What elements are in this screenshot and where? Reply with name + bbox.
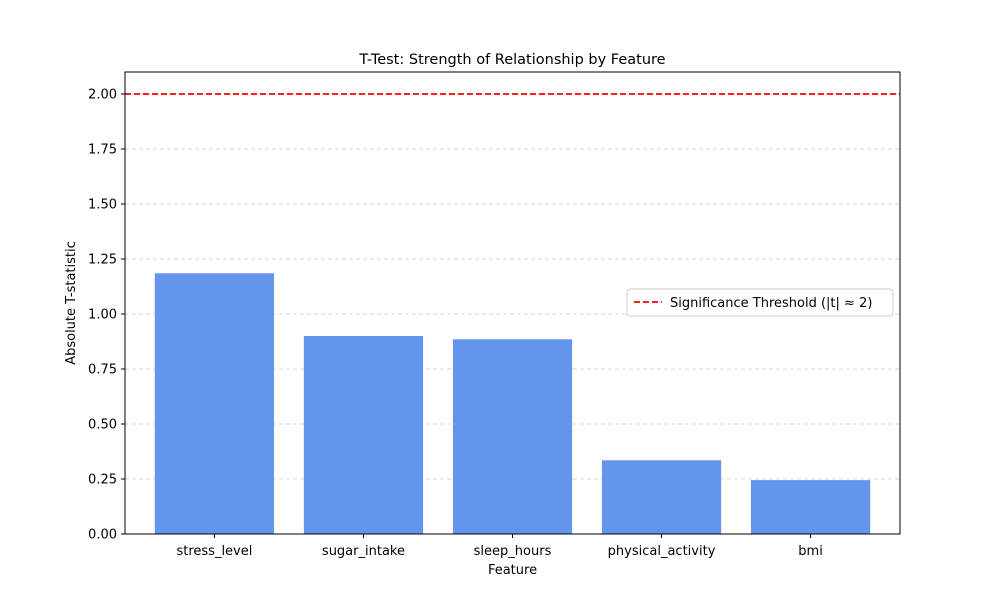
legend-box bbox=[626, 288, 894, 317]
y-tick-label: 0.75 bbox=[88, 363, 117, 378]
x-tick-label: stress_level bbox=[176, 544, 252, 559]
y-axis-ticks: 0.00 0.25 0.50 0.75 1.00 1.25 1.50 1.75 2.00 bbox=[88, 88, 125, 543]
x-tick-label: sleep_hours bbox=[474, 544, 552, 559]
x-tick-label: physical_activity bbox=[608, 544, 716, 559]
legend: Significance Threshold (|t| ≈ 2) bbox=[626, 288, 894, 317]
bar-physical-activity bbox=[601, 460, 722, 534]
x-axis-label: Feature bbox=[488, 563, 537, 578]
x-tick-label: sugar_intake bbox=[322, 544, 405, 559]
y-axis-label: Absolute T-statistic bbox=[64, 241, 79, 365]
y-tick-label: 2.00 bbox=[88, 88, 117, 103]
y-tick-label: 1.50 bbox=[88, 198, 117, 213]
x-axis-ticks: stress_level sugar_intake sleep_hours physi… bbox=[176, 534, 823, 559]
y-tick-label: 1.75 bbox=[88, 143, 117, 158]
bar-sleep-hours bbox=[452, 339, 573, 534]
chart-title: T-Test: Strength of Relationship by Feat… bbox=[358, 52, 665, 68]
bar-sugar-intake bbox=[303, 336, 424, 534]
legend-threshold-label: Significance Threshold (|t| ≈ 2) bbox=[670, 296, 872, 311]
y-tick-label: 1.00 bbox=[88, 308, 117, 323]
bar-stress-level bbox=[154, 273, 275, 534]
y-tick-label: 0.50 bbox=[88, 418, 117, 433]
x-tick-label: bmi bbox=[798, 544, 823, 559]
y-tick-label: 0.00 bbox=[88, 528, 117, 543]
bars bbox=[154, 273, 871, 534]
y-tick-label: 0.25 bbox=[88, 473, 117, 488]
bar-bmi bbox=[750, 480, 871, 534]
y-tick-label: 1.25 bbox=[88, 253, 117, 268]
